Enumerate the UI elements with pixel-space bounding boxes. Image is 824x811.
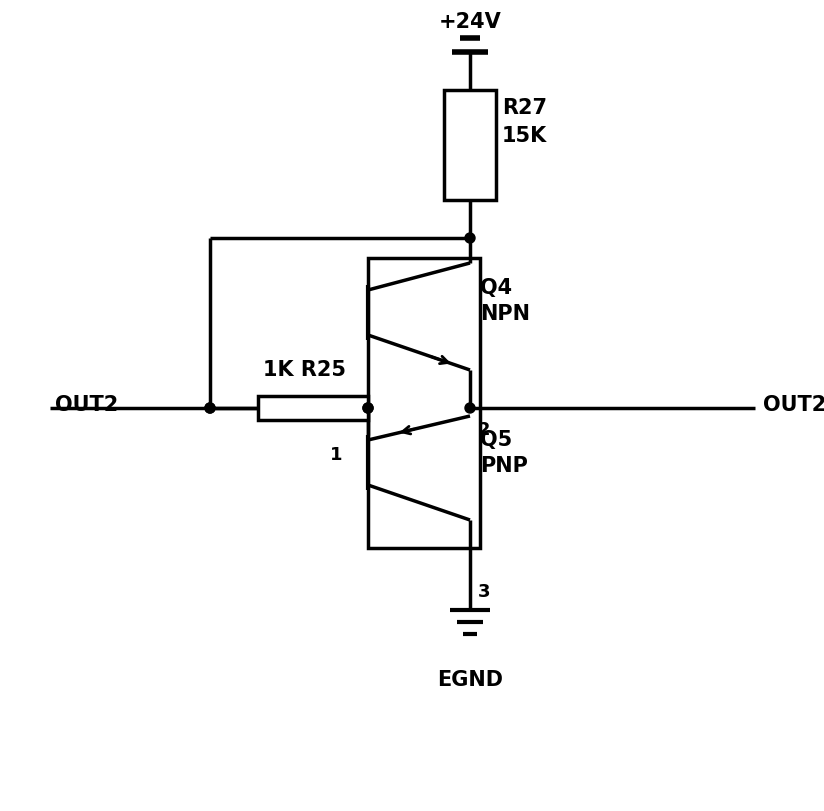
Circle shape [363,403,373,413]
Text: R27: R27 [502,98,547,118]
Circle shape [205,403,215,413]
Text: 3: 3 [478,583,490,601]
Circle shape [205,403,215,413]
Text: +24V: +24V [438,12,501,32]
Text: 15K: 15K [502,126,547,146]
Circle shape [465,403,475,413]
Text: Q5: Q5 [480,430,513,450]
Circle shape [363,403,373,413]
Text: 2: 2 [478,421,490,439]
Bar [444,90,496,200]
Text: OUT2: OUT2 [55,395,119,415]
Text: 1: 1 [330,446,342,464]
Text: PNP: PNP [480,456,528,476]
Circle shape [465,233,475,243]
Text: OUT2': OUT2' [763,395,824,415]
Text: 1K R25: 1K R25 [263,360,346,380]
Bar [258,396,368,420]
Text: NPN: NPN [480,304,530,324]
Text: EGND: EGND [437,670,503,690]
Bar [368,258,480,548]
Text: Q4: Q4 [480,278,513,298]
